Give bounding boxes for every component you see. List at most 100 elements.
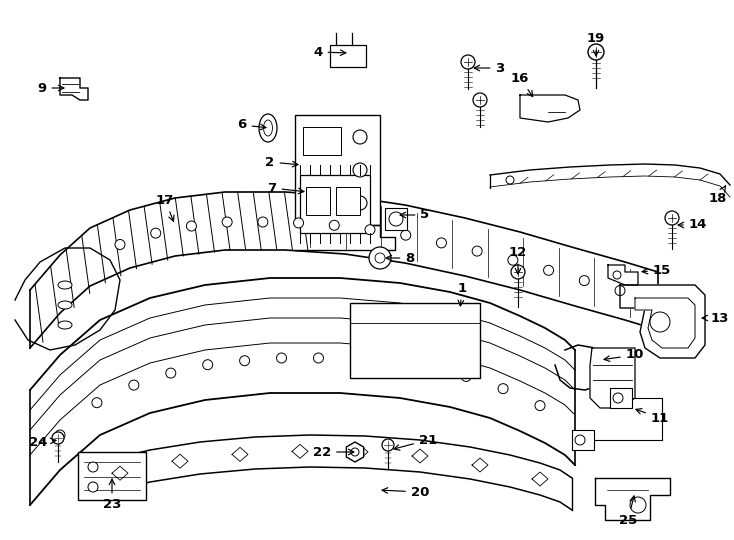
Bar (610, 388, 632, 408)
Circle shape (222, 217, 232, 227)
Text: 11: 11 (636, 409, 669, 424)
Text: 5: 5 (400, 208, 429, 221)
Circle shape (588, 44, 604, 60)
Text: 14: 14 (678, 219, 707, 232)
Circle shape (294, 218, 304, 228)
Bar (350, 303, 480, 378)
Text: 8: 8 (386, 252, 415, 265)
Circle shape (150, 228, 161, 238)
Circle shape (258, 217, 268, 227)
Circle shape (55, 430, 65, 440)
Bar (295, 115, 380, 225)
Text: 23: 23 (103, 479, 121, 511)
Circle shape (401, 230, 411, 240)
Text: 21: 21 (394, 434, 437, 450)
Bar (78, 452, 146, 500)
Ellipse shape (259, 114, 277, 142)
Circle shape (52, 432, 64, 444)
Ellipse shape (58, 321, 72, 329)
Text: 18: 18 (709, 186, 727, 205)
Circle shape (350, 354, 360, 364)
Circle shape (389, 212, 403, 226)
Circle shape (473, 93, 487, 107)
Polygon shape (608, 265, 638, 285)
Bar (300, 175, 370, 233)
Text: 22: 22 (313, 446, 354, 458)
Polygon shape (635, 298, 695, 348)
Text: 19: 19 (587, 31, 605, 56)
Circle shape (498, 383, 508, 394)
Circle shape (277, 353, 286, 363)
Circle shape (203, 360, 213, 370)
Circle shape (424, 363, 435, 373)
Circle shape (88, 462, 98, 472)
Circle shape (472, 246, 482, 256)
Circle shape (365, 225, 375, 235)
Circle shape (506, 176, 514, 184)
Circle shape (508, 255, 518, 265)
Circle shape (461, 372, 471, 381)
Text: 25: 25 (619, 496, 637, 526)
Text: 12: 12 (509, 246, 527, 274)
Bar (336, 187, 360, 215)
Circle shape (313, 353, 324, 363)
Circle shape (239, 356, 250, 366)
Text: 15: 15 (642, 264, 671, 276)
Text: 13: 13 (702, 312, 729, 325)
Ellipse shape (58, 281, 72, 289)
Circle shape (613, 393, 623, 403)
Polygon shape (15, 248, 120, 350)
Circle shape (330, 220, 339, 230)
Circle shape (92, 397, 102, 408)
Text: 16: 16 (511, 71, 533, 97)
Circle shape (88, 482, 98, 492)
Circle shape (382, 439, 394, 451)
Circle shape (615, 286, 625, 295)
Text: 24: 24 (29, 435, 56, 449)
Circle shape (353, 163, 367, 177)
Circle shape (535, 401, 545, 410)
Polygon shape (520, 95, 580, 122)
Circle shape (351, 448, 359, 456)
Circle shape (375, 253, 385, 263)
Bar (306, 187, 330, 215)
Text: 9: 9 (37, 82, 64, 94)
Circle shape (630, 497, 646, 513)
Text: 1: 1 (457, 281, 467, 306)
Text: 6: 6 (237, 118, 266, 132)
Circle shape (388, 357, 397, 367)
Text: 20: 20 (382, 485, 429, 498)
Circle shape (186, 221, 197, 231)
Circle shape (579, 275, 589, 286)
Circle shape (613, 271, 621, 279)
Text: 10: 10 (604, 348, 644, 361)
Circle shape (353, 196, 367, 210)
Bar (572, 430, 594, 450)
Text: 4: 4 (313, 45, 346, 58)
Ellipse shape (58, 301, 72, 309)
Circle shape (353, 130, 367, 144)
Circle shape (115, 240, 125, 249)
Text: 2: 2 (266, 156, 298, 168)
Circle shape (544, 265, 553, 275)
Polygon shape (620, 285, 705, 358)
Bar (330, 45, 366, 67)
Circle shape (166, 368, 175, 378)
Circle shape (437, 238, 446, 248)
Ellipse shape (264, 120, 272, 136)
Circle shape (665, 211, 679, 225)
Text: 17: 17 (156, 193, 174, 221)
Polygon shape (595, 478, 670, 520)
Text: 3: 3 (474, 62, 505, 75)
Bar (385, 208, 407, 230)
Text: 7: 7 (267, 181, 304, 194)
Circle shape (129, 380, 139, 390)
Polygon shape (60, 78, 88, 100)
Circle shape (461, 55, 475, 69)
Circle shape (369, 247, 391, 269)
Bar (303, 127, 341, 155)
Circle shape (575, 435, 585, 445)
Polygon shape (590, 348, 635, 408)
Circle shape (511, 265, 525, 279)
Polygon shape (346, 442, 363, 462)
